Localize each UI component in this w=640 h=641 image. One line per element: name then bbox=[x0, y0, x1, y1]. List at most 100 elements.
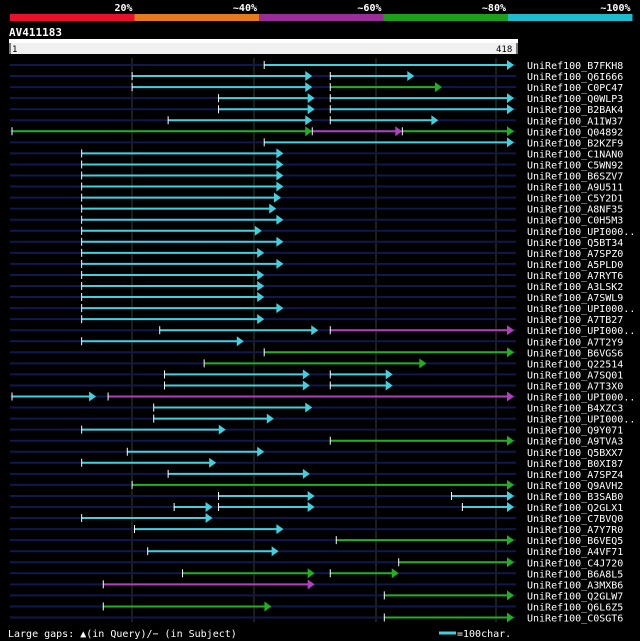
segment-arrow bbox=[311, 325, 319, 336]
segment-arrow bbox=[307, 490, 315, 501]
hit-label: UniRef100_B6SZV7 bbox=[527, 172, 623, 183]
hit-label: UniRef100_UPI000.. bbox=[527, 227, 635, 238]
hit-label: UniRef100_B6A8L5 bbox=[527, 569, 623, 580]
scale-segment bbox=[508, 14, 633, 21]
segment-arrow bbox=[407, 71, 415, 82]
segment-arrow bbox=[302, 380, 310, 391]
segment-arrow bbox=[276, 303, 284, 314]
hit-label: UniRef100_Q6L6Z5 bbox=[527, 602, 623, 613]
gaps-legend: Large gaps: ▲(in Query)/− (in Subject) bbox=[8, 629, 237, 640]
query-end-label: 418 bbox=[496, 45, 512, 55]
unit-legend-label: =100char. bbox=[457, 629, 511, 640]
hit-label: UniRef100_A1IW37 bbox=[527, 116, 623, 127]
segment-arrow bbox=[507, 93, 514, 104]
hit-label: UniRef100_A7Y7R0 bbox=[527, 525, 623, 536]
hit-label: UniRef100_C5WN92 bbox=[527, 160, 623, 171]
segment-arrow bbox=[395, 126, 403, 137]
hit-label: UniRef100_A8NF35 bbox=[527, 205, 623, 216]
hit-label: UniRef100_Q5BXX7 bbox=[527, 448, 623, 459]
segment-arrow bbox=[205, 513, 213, 524]
hit-label: UniRef100_A7SQ01 bbox=[527, 370, 623, 381]
hit-label: UniRef100_Q9Y071 bbox=[527, 426, 623, 437]
hit-label: UniRef100_C1NAN0 bbox=[527, 149, 623, 160]
scale-label: ~60% bbox=[357, 3, 381, 14]
scale-segment bbox=[259, 14, 384, 21]
segment-arrow bbox=[305, 115, 313, 126]
hit-label: UniRef100_C0PC47 bbox=[527, 83, 623, 94]
segment-arrow bbox=[236, 336, 244, 347]
hit-label: UniRef100_C0SGT6 bbox=[527, 614, 623, 625]
hit-label: UniRef100_Q04892 bbox=[527, 127, 623, 138]
hit-label: UniRef100_UPI000.. bbox=[527, 393, 635, 404]
hit-label: UniRef100_UPI000.. bbox=[527, 415, 635, 426]
segment-arrow bbox=[274, 192, 282, 203]
segment-arrow bbox=[507, 612, 514, 623]
hit-label: UniRef100_A7SWL9 bbox=[527, 293, 623, 304]
hit-label: UniRef100_C7BVQ0 bbox=[527, 514, 623, 525]
hit-label: UniRef100_Q22514 bbox=[527, 359, 623, 370]
segment-arrow bbox=[507, 590, 514, 601]
segment-arrow bbox=[391, 568, 399, 579]
hit-label: UniRef100_B2KZF9 bbox=[527, 138, 623, 149]
hit-label: UniRef100_Q2GLW7 bbox=[527, 591, 623, 602]
hit-label: UniRef100_UPI000.. bbox=[527, 326, 635, 337]
segment-arrow bbox=[276, 524, 284, 535]
segment-arrow bbox=[307, 502, 315, 512]
segment-arrow bbox=[385, 380, 393, 391]
hit-label: UniRef100_Q0WLP3 bbox=[527, 94, 623, 105]
hit-label: UniRef100_A3MXB6 bbox=[527, 580, 623, 591]
segment-arrow bbox=[266, 413, 274, 424]
scale-label: ~40% bbox=[233, 3, 257, 14]
query-ruler bbox=[9, 43, 518, 54]
hit-label: UniRef100_B0XI87 bbox=[527, 459, 623, 470]
segment-arrow bbox=[507, 104, 514, 115]
segment-arrow bbox=[302, 369, 310, 380]
scale-label: 20% bbox=[114, 3, 132, 14]
segment-arrow bbox=[89, 391, 97, 402]
hit-label: UniRef100_B3SAB0 bbox=[527, 492, 623, 503]
segment-arrow bbox=[507, 325, 514, 336]
segment-arrow bbox=[276, 214, 284, 225]
segment-arrow bbox=[307, 104, 315, 115]
segment-arrow bbox=[385, 369, 393, 380]
hit-label: UniRef100_B6VEQ5 bbox=[527, 536, 623, 547]
segment-arrow bbox=[507, 435, 514, 446]
segment-arrow bbox=[305, 82, 313, 93]
scale-segment bbox=[10, 14, 135, 21]
scale-label: ~100% bbox=[600, 3, 630, 14]
segment-arrow bbox=[507, 60, 514, 70]
segment-arrow bbox=[276, 258, 284, 269]
hit-label: UniRef100_A7SPZ0 bbox=[527, 249, 623, 260]
segment-arrow bbox=[257, 314, 265, 325]
hit-label: UniRef100_B7FKH8 bbox=[527, 61, 623, 72]
hit-label: UniRef100_B2BAK4 bbox=[527, 105, 623, 116]
segment-arrow bbox=[302, 468, 310, 479]
segment-arrow bbox=[209, 457, 217, 468]
segment-arrow bbox=[419, 358, 427, 369]
hit-label: UniRef100_A9U511 bbox=[527, 183, 623, 194]
segment-arrow bbox=[507, 126, 514, 137]
segment-arrow bbox=[276, 181, 284, 192]
scale-segment bbox=[383, 14, 508, 21]
segment-arrow bbox=[257, 269, 265, 280]
segment-arrow bbox=[264, 601, 272, 612]
chart-title: AV411183 bbox=[9, 26, 62, 39]
segment-arrow bbox=[307, 579, 315, 590]
hit-label: UniRef100_C0H5M3 bbox=[527, 216, 623, 227]
hit-label: UniRef100_Q2GLX1 bbox=[527, 503, 623, 514]
segment-arrow bbox=[276, 236, 284, 247]
hit-label: UniRef100_Q6I666 bbox=[527, 72, 623, 83]
segment-arrow bbox=[507, 535, 514, 546]
segment-arrow bbox=[205, 502, 213, 512]
segment-arrow bbox=[257, 247, 265, 258]
segment-arrow bbox=[257, 446, 265, 457]
segment-arrow bbox=[507, 490, 514, 501]
segment-arrow bbox=[271, 546, 279, 557]
hit-label: UniRef100_B4XZC3 bbox=[527, 404, 623, 415]
hit-label: UniRef100_Q9AVH2 bbox=[527, 481, 623, 492]
segment-arrow bbox=[307, 568, 315, 579]
segment-arrow bbox=[507, 347, 514, 358]
hit-label: UniRef100_UPI000.. bbox=[527, 304, 635, 315]
scale-segment bbox=[134, 14, 259, 21]
